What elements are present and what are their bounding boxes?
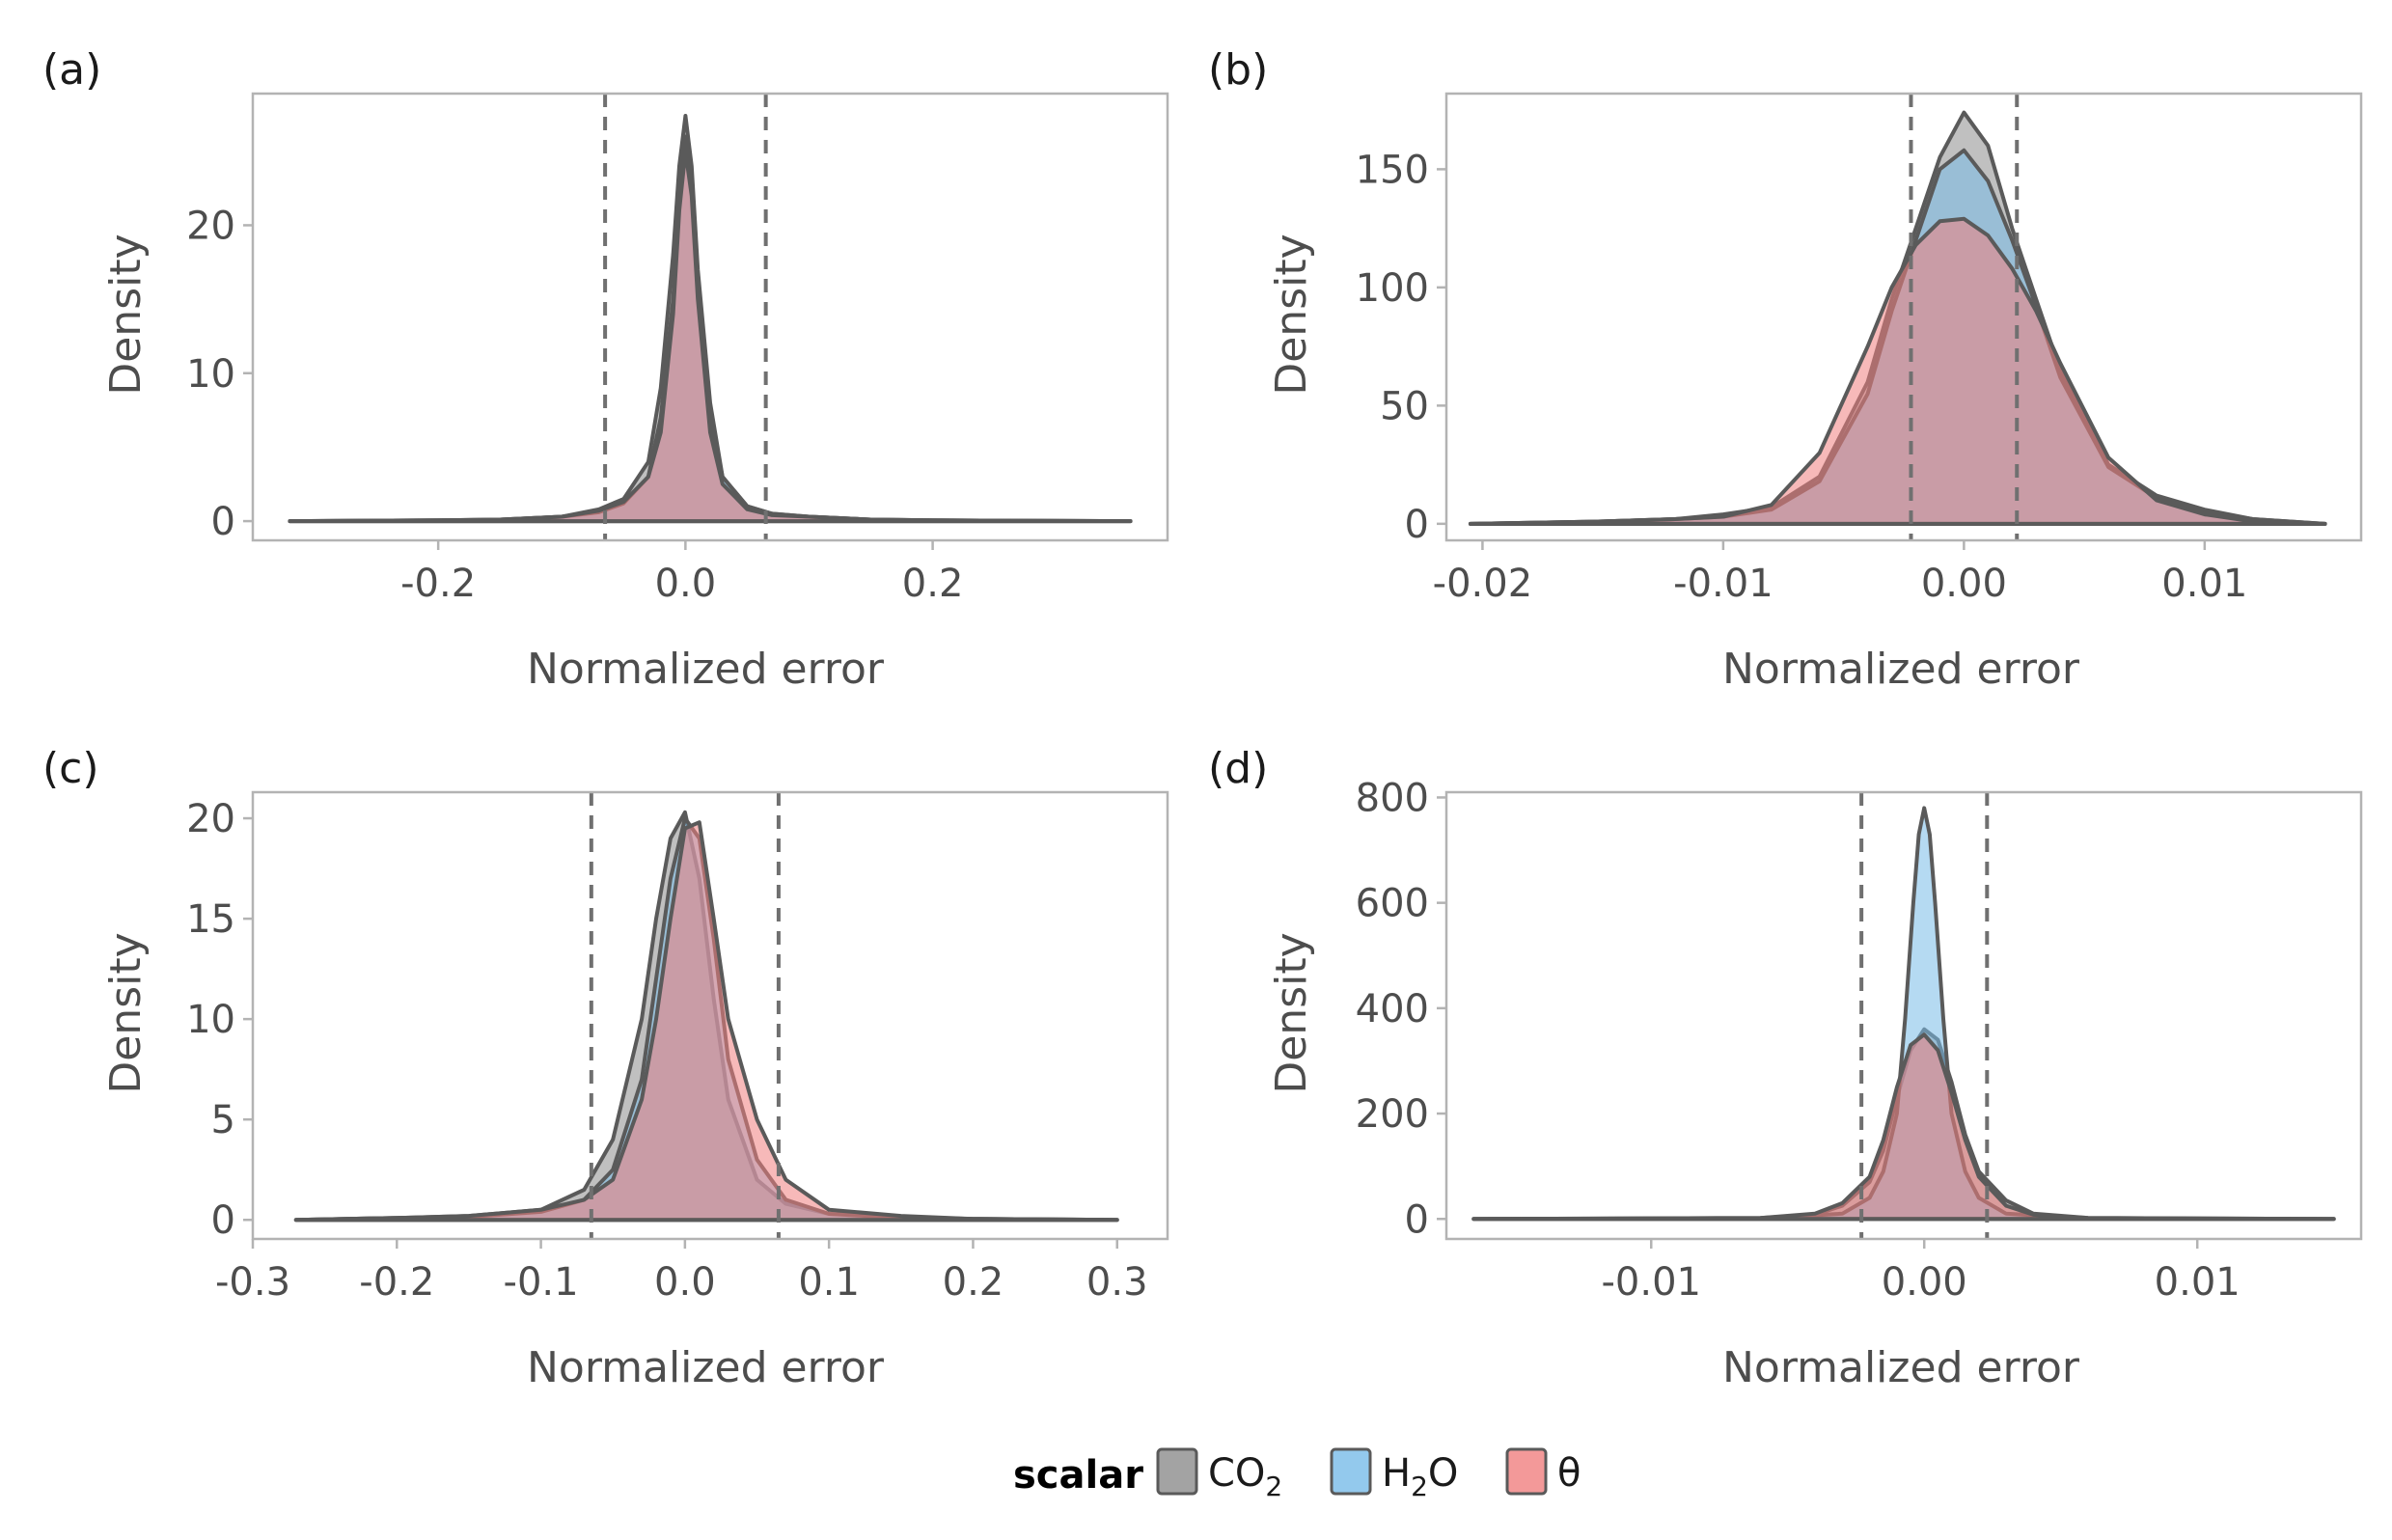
x-tick-label: 0.01: [2155, 1260, 2241, 1305]
x-axis-title: Normalized error: [527, 645, 885, 694]
x-tick-label: -0.2: [359, 1260, 434, 1305]
y-tick-label: 150: [1356, 148, 1429, 192]
y-tick-label: 400: [1356, 987, 1429, 1031]
legend-swatch-theta: [1505, 1447, 1548, 1496]
panel-border: [1444, 92, 2363, 542]
legend-swatch-h2o: [1330, 1447, 1372, 1496]
y-tick-label: 0: [1405, 503, 1429, 547]
y-tick-label: 50: [1380, 384, 1429, 428]
y-tick-label: 600: [1356, 882, 1429, 926]
y-tick-label: 200: [1356, 1092, 1429, 1137]
x-tick-label: 0.3: [1086, 1260, 1148, 1305]
y-axis-title: Density: [101, 932, 151, 1093]
x-tick-label: -0.01: [1673, 562, 1773, 606]
y-tick-label: 800: [1356, 776, 1429, 820]
x-tick-label: 0.00: [1921, 562, 2007, 606]
panel-tag: (d): [1208, 744, 1268, 793]
legend-label-h2o-tail: O: [1428, 1451, 1458, 1496]
y-tick-label: 100: [1356, 266, 1429, 311]
y-tick-label: 10: [186, 998, 235, 1042]
y-tick-label: 20: [186, 797, 235, 841]
legend: scalar CO2 H2O θ: [1013, 1447, 1581, 1502]
x-tick-label: 0.0: [655, 562, 717, 606]
density-area-theta: [1468, 216, 2327, 526]
y-axis-title: Density: [1267, 234, 1316, 395]
legend-label-co2-sub: 2: [1265, 1471, 1282, 1502]
panel-d: (d) Normalized error Density -0.01 0.00 0.…: [1208, 744, 2363, 1392]
density-area-theta: [293, 820, 1119, 1223]
x-tick-label: 0.2: [902, 562, 964, 606]
y-axis-title: Density: [1267, 932, 1316, 1093]
x-tick-label: -0.1: [504, 1260, 579, 1305]
legend-label-h2o-sub: 2: [1411, 1471, 1428, 1502]
panel-tag: (a): [42, 45, 101, 95]
panel-border: [1444, 790, 2363, 1241]
x-tick-label: 0.01: [2161, 562, 2247, 606]
panel-tag: (b): [1208, 45, 1268, 95]
x-tick-label: 0.00: [1882, 1260, 1967, 1305]
panel-border: [251, 790, 1169, 1241]
panel-b: (b) Normalized error Density -0.02 -0.01 0…: [1208, 45, 2363, 694]
x-tick-label: 0.2: [943, 1260, 1004, 1305]
legend-label-co2-base: CO: [1208, 1451, 1265, 1496]
density-area-theta: [1471, 1032, 2336, 1222]
x-axis-title: Normalized error: [1722, 645, 2080, 694]
x-axis-title: Normalized error: [527, 1343, 885, 1392]
legend-swatch-co2: [1156, 1447, 1198, 1496]
panel-border: [251, 92, 1169, 542]
y-tick-label: 5: [211, 1098, 235, 1142]
y-tick-label: 0: [211, 500, 235, 544]
x-tick-label: -0.02: [1433, 562, 1533, 606]
y-tick-label: 10: [186, 352, 235, 397]
y-tick-label: 0: [1405, 1197, 1429, 1242]
panel-a: (a) Normalized error Density -0.2 0.0 0.2 0…: [42, 45, 1169, 694]
x-tick-label: -0.01: [1601, 1260, 1701, 1305]
x-tick-label: -0.2: [400, 562, 476, 606]
x-tick-label: 0.1: [798, 1260, 860, 1305]
legend-label-co2: CO2: [1208, 1451, 1282, 1502]
legend-label-h2o: H2O: [1382, 1451, 1458, 1502]
legend-label-theta: θ: [1557, 1451, 1581, 1496]
x-axis-title: Normalized error: [1722, 1343, 2080, 1392]
y-tick-label: 0: [211, 1198, 235, 1243]
legend-title: scalar: [1013, 1453, 1143, 1498]
panel-tag: (c): [42, 744, 99, 793]
y-tick-label: 20: [186, 204, 235, 248]
x-tick-label: -0.3: [215, 1260, 290, 1305]
y-axis-title: Density: [101, 234, 151, 395]
panel-c: (c) Normalized error Density -0.3 -0.2 -0.…: [42, 744, 1169, 1392]
density-area-theta: [288, 149, 1133, 524]
legend-label-h2o-base: H: [1382, 1451, 1411, 1496]
x-tick-label: 0.0: [654, 1260, 716, 1305]
y-tick-label: 15: [186, 897, 235, 942]
